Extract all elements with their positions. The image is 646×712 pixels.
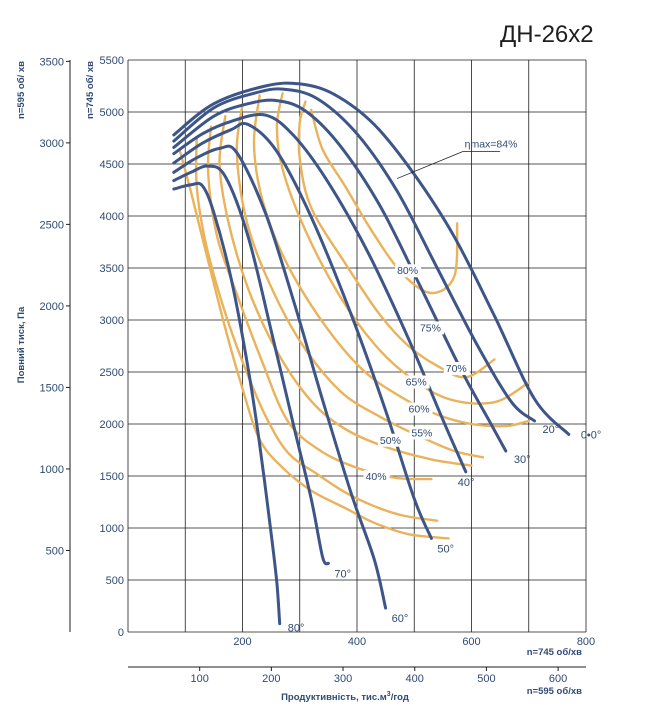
x-axis-745-speed-label: n=745 об/хв	[527, 647, 582, 658]
blade-angle-curve	[172, 121, 433, 540]
y-tick-label-745: 0	[118, 627, 124, 639]
y-tick-label-595: 2000	[40, 301, 64, 313]
tick-labels: 0 500 1000 1500 2000 2500 3000 3500 4000 4500 5000…	[40, 55, 596, 685]
blade-angle-label: 0•0°	[581, 429, 602, 441]
blade-angle-label: 30°	[514, 454, 531, 466]
y-tick-label-595: 3500	[40, 56, 64, 68]
efficiency-label-bg	[363, 470, 390, 484]
y-tick-label-745: 4000	[100, 211, 124, 223]
x-tick-label-595: 400	[406, 673, 424, 685]
eta-max-label: ηmax=84%	[465, 138, 518, 150]
efficiency-label-bg	[406, 402, 433, 416]
efficiency-label: 80%	[397, 265, 418, 277]
efficiency-curve	[218, 115, 473, 467]
y-tick-label-745: 2000	[100, 419, 124, 431]
efficiency-label-bg	[395, 264, 422, 278]
efficiency-label: 55%	[411, 427, 432, 439]
efficiency-label-bg	[377, 433, 404, 447]
blade-angle-curve	[172, 87, 536, 423]
y-tick-label-745: 3500	[100, 263, 124, 275]
y-tick-label-595: 2500	[40, 219, 64, 231]
x-tick-label-595: 100	[191, 673, 209, 685]
efficiency-curve	[252, 94, 530, 428]
efficiency-label: 50%	[380, 435, 401, 447]
efficiency-label-bg	[417, 321, 444, 335]
x-tick-label-595: 300	[334, 673, 352, 685]
efficiency-curve	[178, 148, 450, 540]
x-tick-label-595: 200	[262, 673, 280, 685]
x-tick-label-745: 200	[233, 636, 251, 648]
efficiency-label-bg	[403, 375, 430, 389]
x-axis-title: Продуктивність, тис.м3/год	[281, 691, 409, 703]
x-tick-label-595: 500	[477, 673, 495, 685]
efficiency-label-bg	[409, 426, 436, 440]
x-tick-label-745: 400	[348, 636, 366, 648]
blade-angle-curve	[172, 98, 508, 453]
model-title: ДН-26х2	[500, 21, 594, 48]
blade-angle-label: 70°	[334, 568, 351, 580]
y-tick-label-745: 5000	[100, 107, 124, 119]
efficiency-curve	[310, 108, 459, 295]
x-tick-label-745: 800	[577, 636, 595, 648]
y-tick-label-745: 500	[106, 575, 124, 587]
efficiency-label: 40%	[366, 471, 387, 483]
blade-angle-curve	[172, 144, 388, 610]
y-tick-label-745: 4500	[100, 159, 124, 171]
efficiency-label: 60%	[409, 404, 430, 416]
y-tick-label-745: 1500	[100, 471, 124, 483]
y-axis-title: Повний тиск, Па	[16, 306, 27, 383]
y-axis-745-speed-label: n=745 об/ хв	[85, 61, 96, 119]
efficiency-label: 75%	[420, 322, 441, 334]
y-tick-label-745: 5500	[100, 55, 124, 67]
y-tick-label-595: 3000	[40, 138, 64, 150]
y-tick-label-745: 1000	[100, 523, 124, 535]
efficiency-label-bg	[443, 362, 470, 375]
y-axis-595-speed-label: n=595 об/ хв	[16, 61, 27, 119]
blade-angle-curve	[172, 164, 330, 566]
y-tick-label-745: 2500	[100, 367, 124, 379]
blade-angle-label: 40°	[458, 477, 475, 489]
chart-axes	[66, 60, 586, 671]
y-tick-label-595: 1500	[40, 382, 64, 394]
efficiency-label: 65%	[406, 377, 427, 389]
x-axis-595-speed-label: n=595 об/хв	[527, 686, 582, 697]
blade-angle-label: 60°	[392, 613, 409, 625]
y-tick-label-595: 500	[46, 545, 64, 557]
efficiency-curve	[235, 103, 485, 459]
x-tick-label-595: 600	[549, 673, 567, 685]
x-tick-label-745: 600	[462, 636, 480, 648]
chart-grid	[127, 59, 587, 633]
efficiency-label: 70%	[446, 363, 467, 375]
curve-labels: 0•0° 20° 30° 40° 50° 60° 70° 80° 80% 75% 70% 65% 60%…	[288, 138, 602, 634]
blade-angle-curve	[172, 81, 571, 436]
y-tick-label-745: 3000	[100, 315, 124, 327]
eta-max-leader-line	[396, 151, 464, 179]
blade-angle-curve	[172, 181, 282, 626]
y-tick-label-595: 1000	[40, 464, 64, 476]
blade-angle-label: 50°	[437, 543, 454, 555]
efficiency-curves	[178, 92, 530, 540]
blade-angle-label: 20°	[542, 424, 559, 436]
blade-angle-label: 80°	[288, 623, 305, 635]
efficiency-curve	[194, 135, 439, 522]
axis-titles: Повний тиск, Па n=595 об/ хв n=745 об/ хв n…	[16, 61, 582, 703]
